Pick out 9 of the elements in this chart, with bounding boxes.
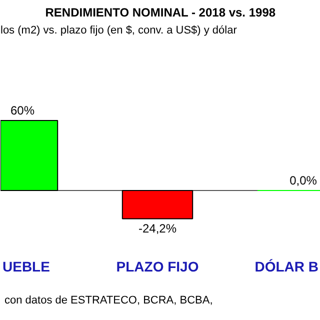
chart-subtitle: los (m2) vs. plazo fijo (en $, conv. a US$) y dólar <box>0 24 238 36</box>
chart-title: RENDIMIENTO NOMINAL - 2018 vs. 1998 <box>45 6 276 20</box>
data-label: 60% <box>10 104 35 118</box>
text: con datos de ESTRATECO, BCRA, BCBA, <box>4 294 213 306</box>
x-tick-label: DÓLAR B <box>254 258 319 274</box>
data-label: -24,2% <box>138 222 177 236</box>
x-tick-label: UEBLE <box>2 258 50 274</box>
x-tick-label: PLAZO FIJO <box>116 258 199 274</box>
data-label: 0,0% <box>290 174 318 188</box>
